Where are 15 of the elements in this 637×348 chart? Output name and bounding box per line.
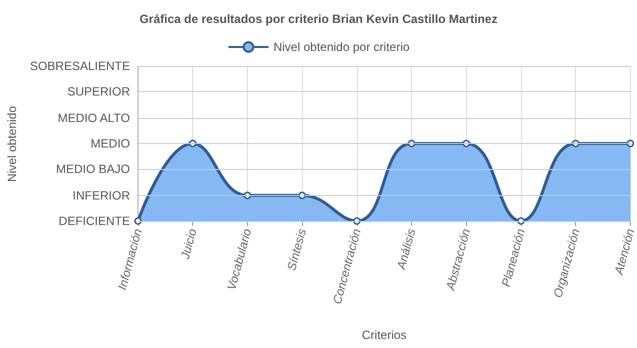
x-tick-label: Síntesis [284, 227, 309, 272]
legend-label: Nivel obtenido por criterio [273, 40, 410, 54]
chart-title: Gráfica de resultados por criterio Brian Kevin Castillo Martinez [139, 12, 498, 26]
ref-line-label: INFERIOR [72, 188, 130, 202]
ref-line-label: MEDIO BAJO [56, 162, 130, 176]
x-tick-label: Juicio [178, 226, 200, 262]
x-axis-title: Criterios [362, 328, 407, 342]
ref-line-label: SOBRESALIENTE [30, 59, 130, 73]
x-tick-label: Análisis [394, 227, 418, 272]
x-tick-label: Atención [611, 226, 637, 277]
ref-line-label: SUPERIOR [67, 84, 130, 99]
text: Nivel obtenido [5, 106, 19, 182]
ref-line-label: MEDIO [90, 136, 130, 150]
ref-line-label: MEDIO ALTO [58, 110, 130, 125]
ref-line-label: DEFICIENTE [58, 214, 130, 228]
